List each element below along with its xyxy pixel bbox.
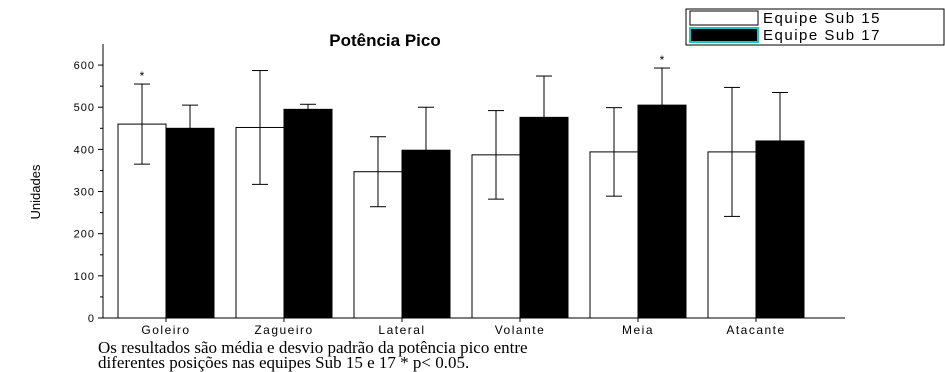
y-tick-label: 0 <box>88 313 95 325</box>
y-tick-label: 600 <box>74 60 95 72</box>
x-tick-label: Lateral <box>378 323 425 337</box>
significance-marker: * <box>140 69 145 83</box>
legend-swatch <box>689 10 759 26</box>
bar <box>165 127 215 319</box>
y-tick-label: 400 <box>74 144 95 156</box>
x-tick-label: Volante <box>495 323 546 337</box>
y-tick-label: 500 <box>74 102 95 114</box>
significance-marker: * <box>660 53 665 67</box>
legend-label: Equipe Sub 17 <box>763 27 881 44</box>
bar <box>283 108 333 319</box>
x-tick-label: Zagueiro <box>254 323 313 337</box>
y-axis-label: Unidades <box>28 164 43 219</box>
caption-line-2: diferentes posições nas equipes Sub 15 e… <box>98 353 470 372</box>
y-tick-label: 300 <box>74 187 95 199</box>
y-tick-label: 100 <box>74 271 95 283</box>
chart-title: Potência Pico <box>329 31 440 50</box>
x-tick-label: Atacante <box>726 323 785 337</box>
legend-swatch <box>689 27 759 43</box>
x-tick-label: Goleiro <box>141 323 190 337</box>
plot-area: 0 100 200 300 400 500 600 Goleiro Zagueiro Latera… <box>74 44 845 337</box>
caption-line-1: Os resultados são média e desvio padrão … <box>98 338 528 357</box>
y-tick-label: 200 <box>74 229 95 241</box>
legend-label: Equipe Sub 15 <box>763 10 881 27</box>
x-tick-label: Meia <box>622 323 654 337</box>
figure-caption: Os resultados são média e desvio padrão … <box>98 338 858 372</box>
